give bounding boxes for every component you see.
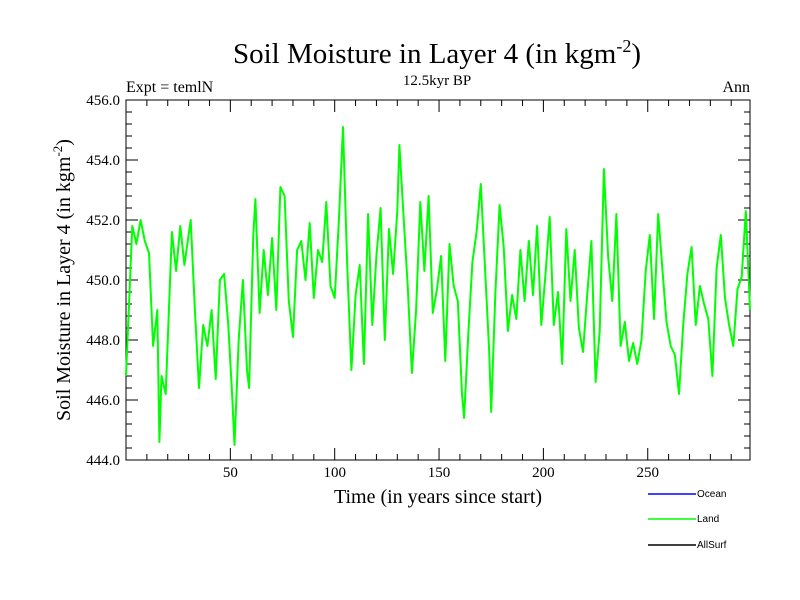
y-tick-label: 446.0 [86, 393, 120, 409]
legend-label-land: Land [697, 514, 719, 525]
y-tick-label: 452.0 [86, 213, 120, 229]
y-tick-label: 444.0 [86, 453, 120, 469]
experiment-label: Expt = temlN [126, 79, 214, 96]
legend-label-allsurf: AllSurf [697, 540, 727, 551]
x-tick-label: 250 [636, 465, 659, 481]
y-tick-label: 454.0 [86, 153, 120, 169]
axis-ticks [126, 100, 750, 460]
x-axis-label: Time (in years since start) [334, 486, 542, 508]
y-tick-label: 448.0 [86, 333, 120, 349]
y-axis-label: Soil Moisture in Layer 4 (in kgm-2) [50, 139, 75, 421]
legend: Ocean Land AllSurf [648, 489, 727, 551]
y-tick-label: 450.0 [86, 273, 120, 289]
x-tick-label: 100 [323, 465, 346, 481]
chart-title: Soil Moisture in Layer 4 (in kgm-2) [233, 36, 641, 70]
x-tick-label: 200 [532, 465, 555, 481]
x-tick-label: 150 [428, 465, 451, 481]
series-line-land [125, 126, 751, 446]
y-tick-label: 456.0 [86, 93, 120, 109]
x-tick-label: 50 [223, 465, 238, 481]
legend-label-ocean: Ocean [697, 489, 726, 500]
season-label: Ann [722, 79, 750, 96]
data-series [125, 126, 751, 446]
chart-subtitle: 12.5kyr BP [403, 73, 471, 89]
tick-labels: 50 100 150 200 250 444.0 446.0 448.0 450.0 452.0 4… [86, 93, 659, 481]
